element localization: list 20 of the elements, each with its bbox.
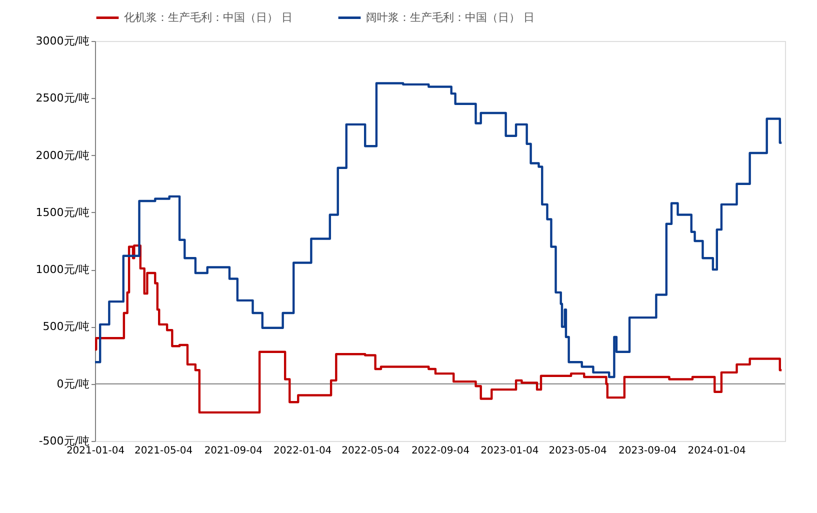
y-tick-label: 2500元/吨 <box>36 92 90 105</box>
x-tick-label: 2021-05-04 <box>134 446 193 456</box>
y-tick-label: 2000元/吨 <box>36 148 90 162</box>
x-tick-label: 2021-09-04 <box>204 446 262 456</box>
x-tick-label: 2023-09-04 <box>618 446 677 456</box>
y-tick-label: -500元/吨 <box>38 434 90 448</box>
y-tick-label: 500元/吨 <box>42 320 90 334</box>
y-tick-label: 3000元/吨 <box>36 34 90 48</box>
legend-label: 阔叶浆：生产毛利：中国（日） 日 <box>366 10 534 24</box>
x-tick-label: 2022-01-04 <box>274 446 332 456</box>
x-tick-label: 2021-01-04 <box>66 446 125 456</box>
x-tick-label: 2022-09-04 <box>411 446 470 456</box>
legend-label: 化机浆：生产毛利：中国（日） 日 <box>124 10 292 24</box>
x-tick-label: 2022-05-04 <box>342 446 400 456</box>
y-tick-label: 1500元/吨 <box>36 206 90 219</box>
y-tick-label: 1000元/吨 <box>36 263 90 276</box>
y-tick-label: 0元/吨 <box>56 377 90 390</box>
x-tick-label: 2023-01-04 <box>480 446 539 456</box>
x-tick-label: 2023-05-04 <box>548 446 607 456</box>
x-tick-label: 2024-01-04 <box>688 446 746 456</box>
